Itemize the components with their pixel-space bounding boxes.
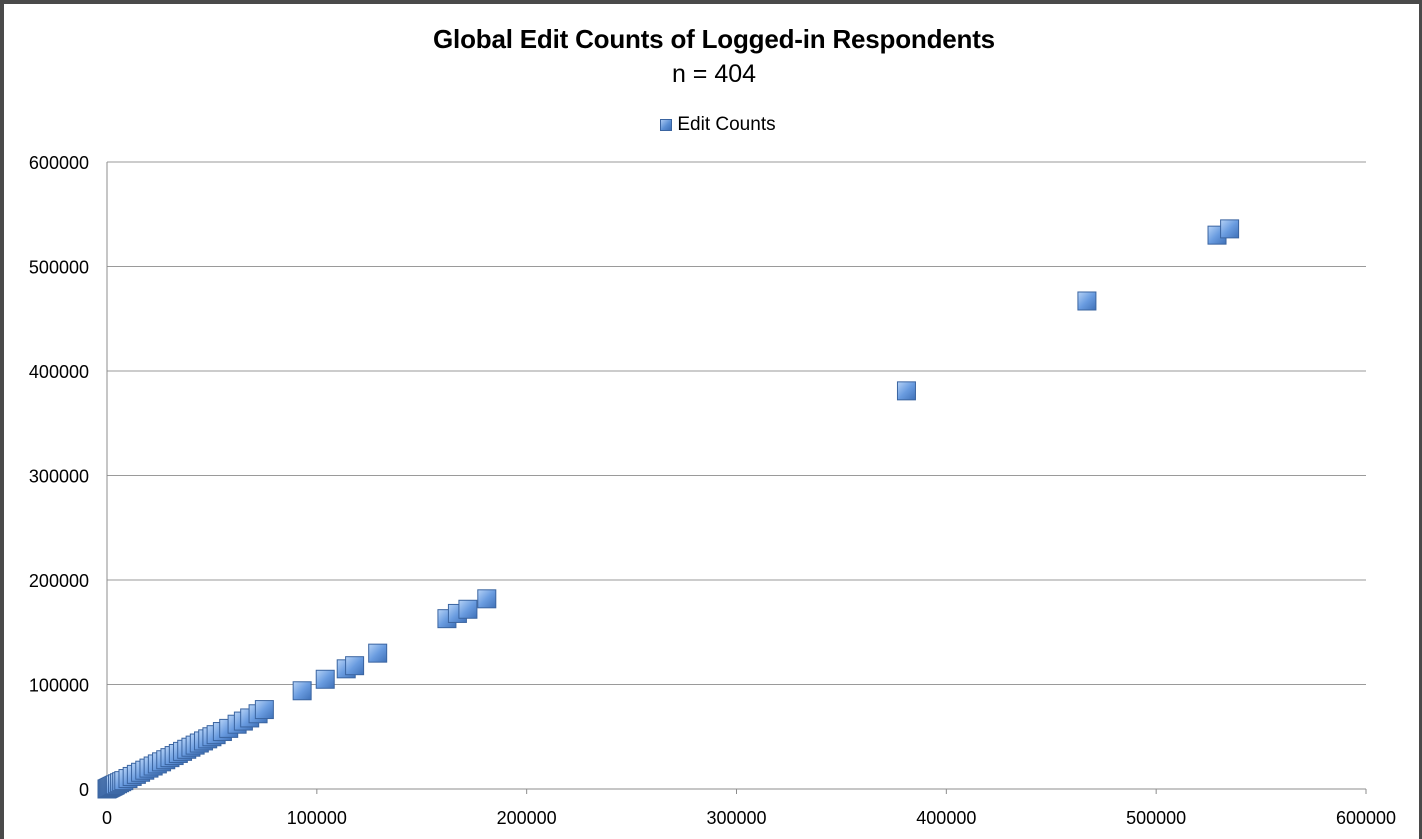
x-tick-label: 300000 <box>706 808 766 828</box>
data-points <box>97 219 1240 799</box>
legend-marker-square <box>660 119 673 131</box>
data-point <box>458 599 478 619</box>
chart-subtitle: n = 404 <box>671 60 757 88</box>
legend-label-edit-counts: Edit Counts <box>677 114 776 135</box>
y-tick-label: 600000 <box>29 153 89 173</box>
chart-title: Global Edit Counts of Logged-in Responde… <box>433 24 995 54</box>
data-point <box>345 656 365 676</box>
data-point <box>292 681 312 701</box>
data-point <box>896 381 916 401</box>
data-point <box>1220 219 1240 239</box>
x-tick-label: 0 <box>102 808 112 828</box>
y-tick-label: 200000 <box>29 571 89 591</box>
x-tick-label: 600000 <box>1336 808 1396 828</box>
y-tick-label: 0 <box>79 780 89 800</box>
gridlines <box>107 161 1366 685</box>
data-point <box>368 643 388 663</box>
data-point <box>477 589 497 609</box>
x-tick-label: 100000 <box>287 808 347 828</box>
x-tick-labels: 0 100000 200000 300000 400000 500000 600000 <box>102 808 1396 828</box>
y-tick-label: 100000 <box>29 676 89 696</box>
data-point <box>315 669 335 689</box>
y-tick-label: 500000 <box>29 258 89 278</box>
y-tick-label: 300000 <box>29 467 89 487</box>
x-tick-label: 400000 <box>916 808 976 828</box>
chart-legend: Edit Counts <box>0 114 1422 136</box>
data-point <box>254 700 274 720</box>
y-tick-labels: 0 100000 200000 300000 400000 500000 600000 <box>29 153 89 800</box>
x-tick-label: 500000 <box>1126 808 1186 828</box>
y-tick-label: 400000 <box>29 362 89 382</box>
x-tick-label: 200000 <box>497 808 557 828</box>
data-point <box>1077 291 1097 311</box>
